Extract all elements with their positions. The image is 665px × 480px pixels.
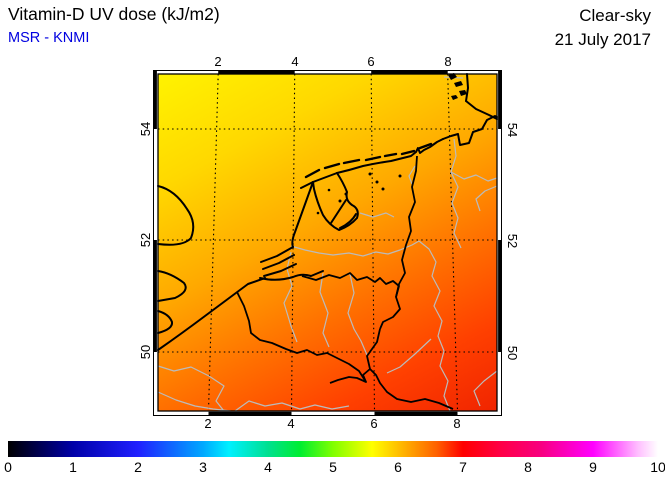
rivers-and-regional-borders xyxy=(157,76,498,412)
lat-label-left-52: 52 xyxy=(138,232,153,248)
colorbar-tick-5: 5 xyxy=(329,459,337,475)
colorbar-tick-2: 2 xyxy=(134,459,142,475)
colorbar-tick-9: 9 xyxy=(589,459,597,475)
map-plot xyxy=(153,70,502,416)
colorbar-tick-labels: 0 1 2 3 4 5 6 7 8 9 10 xyxy=(4,459,665,475)
colorbar-tick-7: 7 xyxy=(459,459,467,475)
lat-label-left-54: 54 xyxy=(138,121,153,137)
colorbar-tick-0: 0 xyxy=(4,459,12,475)
graticule xyxy=(158,73,497,412)
lon-label-top-8: 8 xyxy=(444,54,452,69)
lon-label-top-6: 6 xyxy=(367,54,375,69)
lon-label-bottom-2: 2 xyxy=(204,416,212,431)
colorbar-tick-1: 1 xyxy=(69,459,77,475)
data-source-label: MSR - KNMI xyxy=(8,30,90,46)
page-title: Vitamin-D UV dose (kJ/m2) xyxy=(8,4,220,24)
small-islands xyxy=(316,73,467,215)
lon-label-bottom-8: 8 xyxy=(453,416,461,431)
map-frame xyxy=(153,70,502,416)
lon-label-bottom-6: 6 xyxy=(370,416,378,431)
lon-label-top-2: 2 xyxy=(214,54,222,69)
lon-label-bottom-4: 4 xyxy=(287,416,295,431)
colorbar-tick-4: 4 xyxy=(264,459,272,475)
colorbar-gradient xyxy=(8,441,658,457)
coastlines xyxy=(157,73,498,351)
colorbar-tick-8: 8 xyxy=(524,459,532,475)
sky-condition-label: Clear-sky xyxy=(579,6,651,25)
condition-date-block: Clear-sky 21 July 2017 xyxy=(555,4,651,52)
frame-band-segments xyxy=(153,70,502,416)
lat-label-right-54: 54 xyxy=(505,122,520,138)
lat-label-left-50: 50 xyxy=(138,344,153,360)
lon-label-top-4: 4 xyxy=(291,54,299,69)
country-borders xyxy=(236,155,454,410)
uv-dose-field xyxy=(158,74,497,411)
wadden-islands xyxy=(304,142,433,179)
colorbar-tick-6: 6 xyxy=(394,459,402,475)
lat-label-right-52: 52 xyxy=(505,233,520,249)
colorbar-tick-3: 3 xyxy=(199,459,207,475)
lat-label-right-50: 50 xyxy=(505,345,520,361)
date-label: 21 July 2017 xyxy=(554,30,651,49)
colorbar-tick-10: 10 xyxy=(650,459,665,475)
